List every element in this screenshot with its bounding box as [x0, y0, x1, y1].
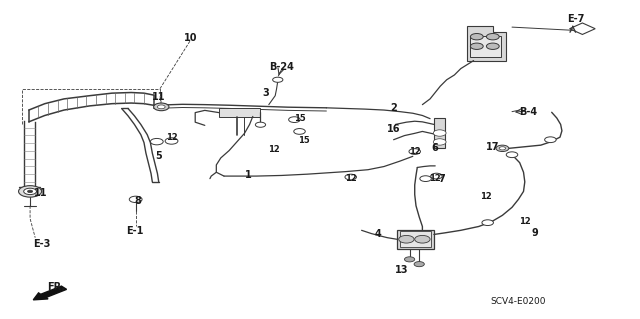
Circle shape [420, 176, 431, 182]
Circle shape [28, 190, 33, 193]
Text: E-7: E-7 [567, 14, 585, 24]
Text: 10: 10 [184, 33, 198, 43]
Bar [219, 108, 260, 117]
Text: 17: 17 [486, 142, 500, 152]
Circle shape [496, 145, 509, 152]
Text: 7: 7 [438, 174, 445, 184]
Text: E-1: E-1 [125, 226, 143, 236]
Text: E-3: E-3 [33, 239, 51, 249]
Text: 11: 11 [152, 92, 166, 102]
Text: 12: 12 [268, 145, 280, 154]
Bar [400, 231, 431, 247]
Text: 12: 12 [429, 174, 441, 183]
Text: 8: 8 [134, 196, 141, 206]
Circle shape [470, 33, 483, 40]
Text: 12: 12 [166, 133, 177, 142]
Circle shape [404, 257, 415, 262]
Text: 11: 11 [33, 188, 47, 198]
Bar [397, 230, 434, 249]
Bar [470, 36, 501, 57]
Bar [434, 118, 445, 148]
Text: 2: 2 [390, 103, 397, 114]
Text: 4: 4 [374, 229, 381, 240]
Text: B-4: B-4 [519, 107, 537, 117]
Circle shape [150, 138, 163, 145]
Circle shape [431, 173, 442, 179]
Text: 13: 13 [395, 264, 409, 275]
Text: 15: 15 [294, 114, 305, 122]
Circle shape [414, 262, 424, 267]
Polygon shape [570, 23, 595, 34]
Circle shape [273, 77, 283, 82]
Circle shape [165, 138, 178, 144]
Circle shape [399, 235, 414, 243]
Text: 16: 16 [387, 124, 401, 134]
Circle shape [24, 188, 36, 195]
Text: B-24: B-24 [269, 62, 294, 72]
Polygon shape [467, 26, 506, 61]
Circle shape [345, 174, 356, 180]
Circle shape [433, 130, 446, 136]
Circle shape [157, 105, 165, 109]
Circle shape [499, 147, 506, 150]
Text: SCV4-E0200: SCV4-E0200 [491, 297, 546, 306]
Text: 12: 12 [409, 147, 420, 156]
Text: FR.: FR. [47, 282, 65, 292]
Circle shape [486, 33, 499, 40]
Circle shape [545, 137, 556, 143]
Circle shape [409, 149, 420, 154]
Text: 12: 12 [345, 174, 356, 183]
Text: 1: 1 [245, 170, 252, 181]
Text: 3: 3 [262, 87, 269, 98]
FancyArrow shape [33, 286, 67, 300]
Circle shape [433, 139, 446, 145]
Circle shape [482, 220, 493, 226]
Circle shape [154, 103, 169, 111]
Text: 12: 12 [481, 192, 492, 201]
Text: 12: 12 [519, 217, 531, 226]
Text: 5: 5 [156, 151, 162, 161]
Text: 6: 6 [432, 143, 438, 153]
Circle shape [415, 235, 430, 243]
Circle shape [19, 186, 42, 197]
Circle shape [470, 43, 483, 49]
Circle shape [294, 129, 305, 134]
Text: 15: 15 [298, 136, 310, 145]
Circle shape [129, 196, 142, 203]
Circle shape [255, 122, 266, 127]
Circle shape [289, 117, 300, 122]
Circle shape [486, 43, 499, 49]
Text: 9: 9 [531, 228, 538, 238]
Circle shape [506, 152, 518, 158]
